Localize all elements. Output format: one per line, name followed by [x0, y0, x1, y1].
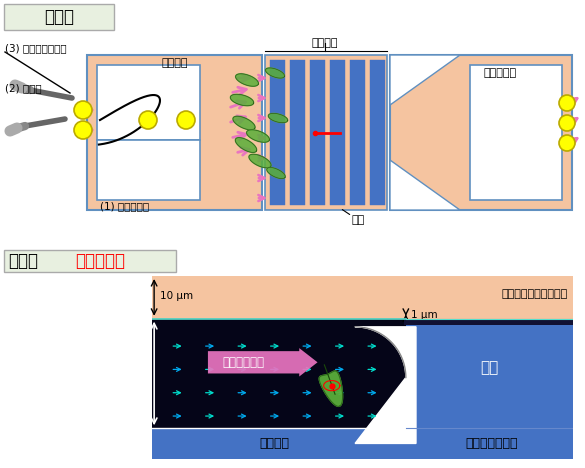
Polygon shape [267, 168, 285, 179]
Text: ダム: ダム [352, 215, 365, 225]
Polygon shape [236, 74, 259, 86]
Circle shape [74, 121, 92, 139]
Polygon shape [319, 371, 343, 406]
Text: （赤線部）: （赤線部） [75, 252, 125, 270]
Polygon shape [233, 116, 255, 130]
Polygon shape [390, 55, 460, 105]
PathPatch shape [152, 319, 406, 428]
Bar [406, 428, 573, 459]
Bar [350, 60, 365, 205]
Text: 俯瞰図: 俯瞰図 [44, 8, 74, 26]
Text: 単離流路ガラス: 単離流路ガラス [466, 437, 518, 450]
Bar [390, 55, 572, 210]
FancyArrow shape [208, 348, 318, 376]
Circle shape [559, 115, 575, 131]
Circle shape [177, 111, 195, 129]
Polygon shape [266, 68, 284, 78]
Bar [152, 319, 406, 428]
Polygon shape [247, 130, 270, 142]
Circle shape [559, 135, 575, 151]
Bar [152, 428, 406, 459]
Text: 断面図: 断面図 [8, 252, 38, 270]
Text: 単離流路: 単離流路 [312, 38, 338, 48]
Text: 培養液交換流路ガラス: 培養液交換流路ガラス [502, 289, 568, 300]
Polygon shape [390, 160, 460, 210]
Polygon shape [249, 154, 271, 168]
Bar [270, 60, 285, 205]
Circle shape [74, 101, 92, 119]
Bar [406, 319, 573, 428]
Bar [470, 65, 562, 200]
Text: ダム: ダム [480, 360, 498, 375]
Circle shape [139, 111, 157, 129]
Bar [310, 60, 325, 205]
Bar [87, 55, 262, 210]
Bar [290, 60, 305, 205]
Text: (1) 懸濁液導入: (1) 懸濁液導入 [100, 201, 149, 211]
Text: 10 μm: 10 μm [160, 292, 194, 301]
Polygon shape [355, 327, 416, 444]
Bar [330, 60, 345, 205]
FancyBboxPatch shape [4, 4, 114, 30]
Circle shape [559, 95, 575, 111]
Bar [370, 60, 385, 205]
Bar [97, 65, 200, 140]
Bar [97, 140, 200, 200]
Polygon shape [230, 94, 254, 106]
Bar [152, 319, 406, 428]
Bar [265, 55, 387, 210]
Text: 単離流路: 単離流路 [259, 437, 289, 450]
Text: 1 μm: 1 μm [411, 310, 438, 320]
Text: 培養液出口: 培養液出口 [483, 68, 517, 78]
Text: (3) 過剰細胞の除去: (3) 過剰細胞の除去 [5, 43, 67, 53]
Polygon shape [235, 138, 257, 153]
FancyBboxPatch shape [4, 250, 176, 272]
Text: (2) 培養液: (2) 培養液 [5, 83, 42, 93]
Bar [404, 319, 573, 325]
Bar [152, 276, 573, 319]
Text: 培養液の流れ: 培養液の流れ [222, 356, 264, 369]
Polygon shape [269, 113, 288, 123]
Text: 除去流路: 除去流路 [161, 58, 188, 68]
